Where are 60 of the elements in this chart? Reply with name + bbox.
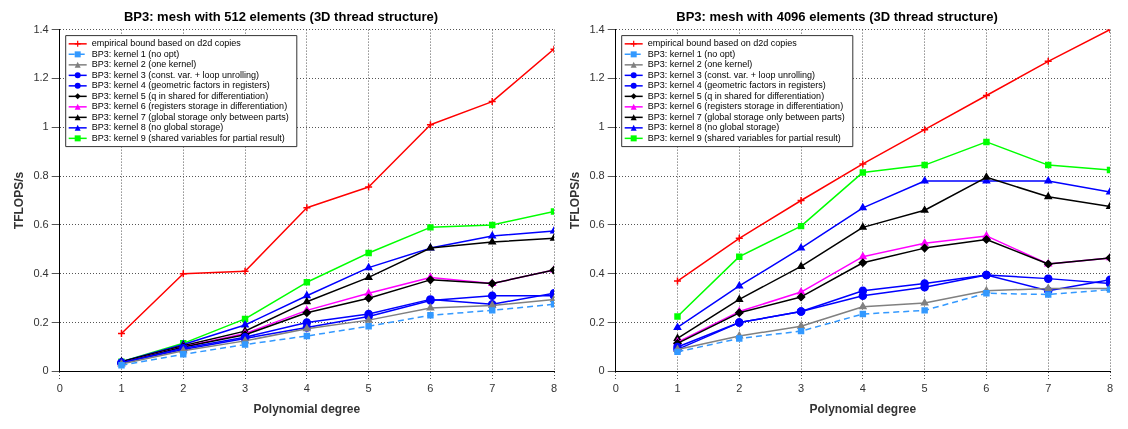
y-tick-label: 0.4 <box>33 266 49 279</box>
legend-label: empirical bound based on d2d copies <box>647 38 798 49</box>
x-tick-label: 5 <box>921 382 928 395</box>
x-axis-title: Polynomial degree <box>253 402 361 417</box>
legend-label: BP3: kernel 5 (q in shared for differentiation) <box>91 90 269 101</box>
legend-label: BP3: kernel 1 (no opt) <box>647 48 736 59</box>
y-tick-label: 1.2 <box>589 71 605 84</box>
y-axis-title: TFLOPS/s <box>11 171 26 230</box>
legend-label: BP3: kernel 4 (geometric factors in registers) <box>647 80 826 91</box>
legend-label: BP3: kernel 2 (one kernel) <box>91 59 197 70</box>
y-tick-label: 0.6 <box>589 217 605 230</box>
x-tick-label: 8 <box>550 382 558 395</box>
x-tick-label: 3 <box>797 382 805 395</box>
x-tick-label: 0 <box>612 382 619 395</box>
legend-label: BP3: kernel 7 (global storage only between parts) <box>91 111 289 122</box>
legend-label: BP3: kernel 9 (shared variables for partial result) <box>91 132 285 143</box>
x-tick-label: 1 <box>674 382 681 395</box>
legend-label: BP3: kernel 3 (const. var. + loop unrolling) <box>91 69 260 80</box>
y-tick-label: 0.8 <box>589 169 605 182</box>
legend-label: BP3: kernel 6 (registers storage in differentiation) <box>91 101 288 112</box>
x-tick-label: 8 <box>1106 382 1114 395</box>
y-tick-label: 0.2 <box>589 315 605 328</box>
y-tick-label: 0.6 <box>33 217 49 230</box>
x-tick-label: 6 <box>983 382 990 395</box>
y-tick-label: 1 <box>598 120 605 133</box>
y-axis-title: TFLOPS/s <box>567 171 582 230</box>
x-tick-label: 4 <box>859 382 866 395</box>
x-tick-label: 7 <box>489 382 496 395</box>
y-tick-label: 0.2 <box>33 315 49 328</box>
y-tick-label: 0.4 <box>589 266 605 279</box>
y-tick-label: 1.4 <box>33 22 49 35</box>
x-tick-label: 4 <box>303 382 310 395</box>
y-tick-label: 0 <box>598 364 605 377</box>
x-tick-label: 2 <box>180 382 187 395</box>
legend-label: empirical bound based on d2d copies <box>91 38 242 49</box>
y-tick-label: 0.8 <box>33 169 49 182</box>
x-tick-label: 2 <box>736 382 743 395</box>
y-tick-label: 1 <box>42 120 49 133</box>
legend-label: BP3: kernel 4 (geometric factors in registers) <box>91 80 270 91</box>
y-tick-label: 1.4 <box>589 22 605 35</box>
chart-title: BP3: mesh with 4096 elements (3D thread structure) <box>676 9 998 25</box>
legend-label: BP3: kernel 8 (no global storage) <box>647 122 780 133</box>
x-axis-title: Polynomial degree <box>809 402 917 417</box>
legend-label: BP3: kernel 8 (no global storage) <box>91 122 224 133</box>
y-tick-label: 0 <box>42 364 49 377</box>
legend-label: BP3: kernel 1 (no opt) <box>91 48 180 59</box>
x-tick-label: 1 <box>118 382 125 395</box>
x-tick-label: 0 <box>56 382 63 395</box>
legend-label: BP3: kernel 9 (shared variables for partial result) <box>647 132 841 143</box>
legend-label: BP3: kernel 3 (const. var. + loop unrolling) <box>647 69 816 80</box>
x-tick-label: 3 <box>241 382 249 395</box>
y-tick-label: 1.2 <box>33 71 49 84</box>
x-tick-label: 7 <box>1045 382 1052 395</box>
legend-label: BP3: kernel 5 (q in shared for differentiation) <box>647 90 825 101</box>
legend-label: BP3: kernel 2 (one kernel) <box>647 59 753 70</box>
x-tick-label: 5 <box>365 382 372 395</box>
chart-title: BP3: mesh with 512 elements (3D thread structure) <box>123 9 439 25</box>
legend-label: BP3: kernel 7 (global storage only between parts) <box>647 111 845 122</box>
legend-label: BP3: kernel 6 (registers storage in differentiation) <box>647 101 844 112</box>
x-tick-label: 6 <box>427 382 434 395</box>
